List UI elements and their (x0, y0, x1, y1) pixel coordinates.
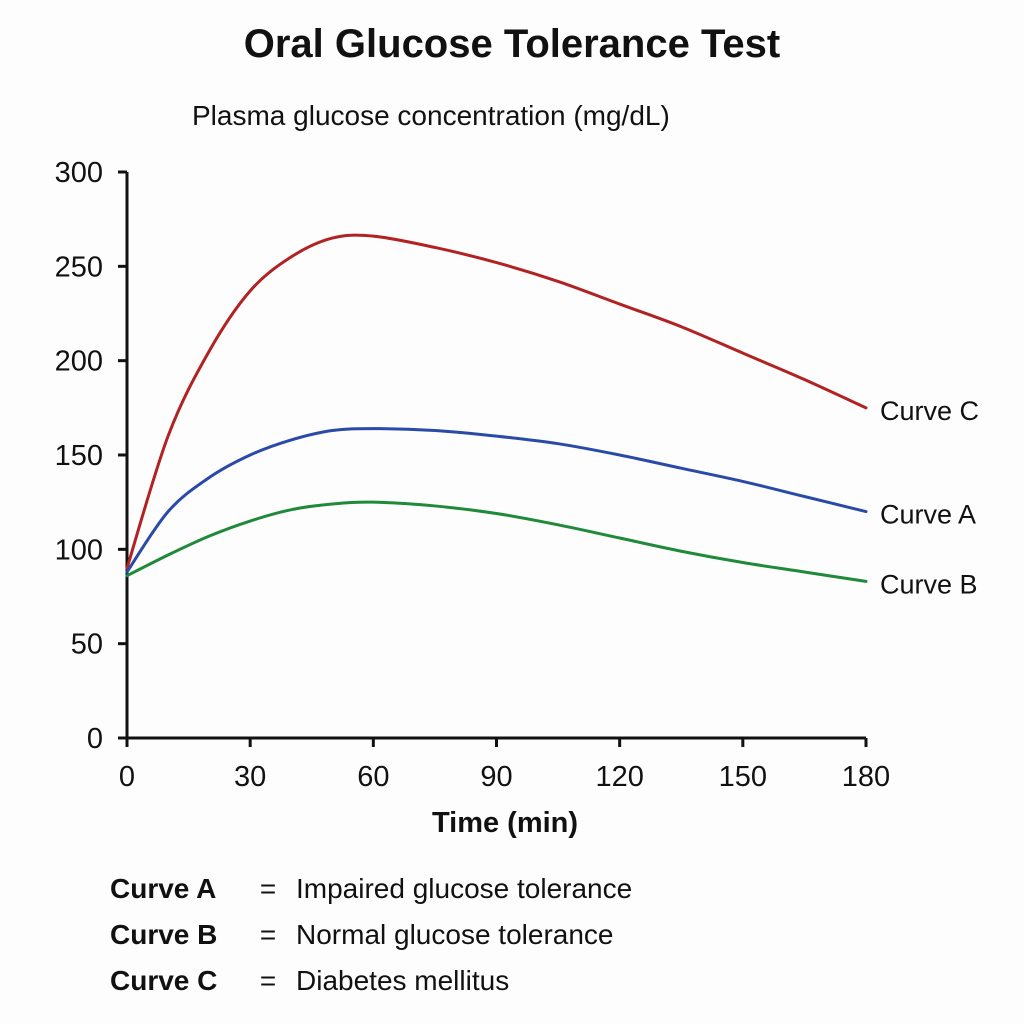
y-tick-label: 50 (71, 629, 103, 661)
legend: Curve A = Impaired glucose tolerance Curve… (110, 866, 632, 1004)
series-lines (125, 233, 868, 583)
y-tick-label: 100 (55, 534, 103, 566)
y-axis-label: Plasma glucose concentration (mg/dL) (192, 100, 670, 131)
y-tick-label: 300 (55, 157, 103, 189)
x-axis-label: Time (min) (432, 807, 578, 839)
curve-a-label: Curve A (880, 500, 976, 530)
legend-description: Diabetes mellitus (296, 965, 510, 996)
chart-title: Oral Glucose Tolerance Test (243, 22, 781, 66)
curve-b-label: Curve B (880, 569, 978, 599)
legend-key: Curve C (110, 965, 218, 996)
y-tick-label: 200 (55, 346, 103, 378)
legend-key: Curve A (110, 873, 217, 904)
legend-row-curve-c: Curve C = Diabetes mellitus (110, 958, 632, 1004)
series-labels: Curve C Curve A Curve B (880, 396, 979, 600)
legend-row-curve-a: Curve A = Impaired glucose tolerance (110, 866, 632, 912)
curve-c-label: Curve C (880, 396, 979, 426)
chart-plot: 0 50 100 150 200 250 300 0 30 60 90 120 150 180 Curve… (55, 157, 979, 839)
x-tick-label: 90 (480, 761, 512, 793)
legend-key: Curve B (110, 919, 218, 950)
x-tick-label: 120 (595, 761, 643, 793)
x-tick-label: 180 (842, 761, 890, 793)
y-tick-label: 250 (55, 251, 103, 283)
tick-labels: 0 50 100 150 200 250 300 0 30 60 90 120 150 180 (55, 157, 891, 793)
legend-equals: = (259, 873, 277, 904)
curve-b-line (125, 500, 868, 583)
legend-equals: = (259, 965, 277, 996)
x-tick-label: 0 (119, 761, 135, 793)
curve-a-line (125, 427, 868, 574)
curve-c-line (125, 233, 868, 570)
axes (118, 170, 868, 747)
x-tick-label: 30 (234, 761, 266, 793)
legend-row-curve-b: Curve B = Normal glucose tolerance (110, 912, 632, 958)
legend-description: Normal glucose tolerance (296, 919, 614, 950)
legend-equals: = (259, 919, 277, 950)
y-tick-label: 150 (55, 440, 103, 472)
x-tick-label: 60 (357, 761, 389, 793)
y-tick-label: 0 (87, 723, 103, 755)
legend-description: Impaired glucose tolerance (296, 873, 633, 904)
x-tick-label: 150 (719, 761, 767, 793)
